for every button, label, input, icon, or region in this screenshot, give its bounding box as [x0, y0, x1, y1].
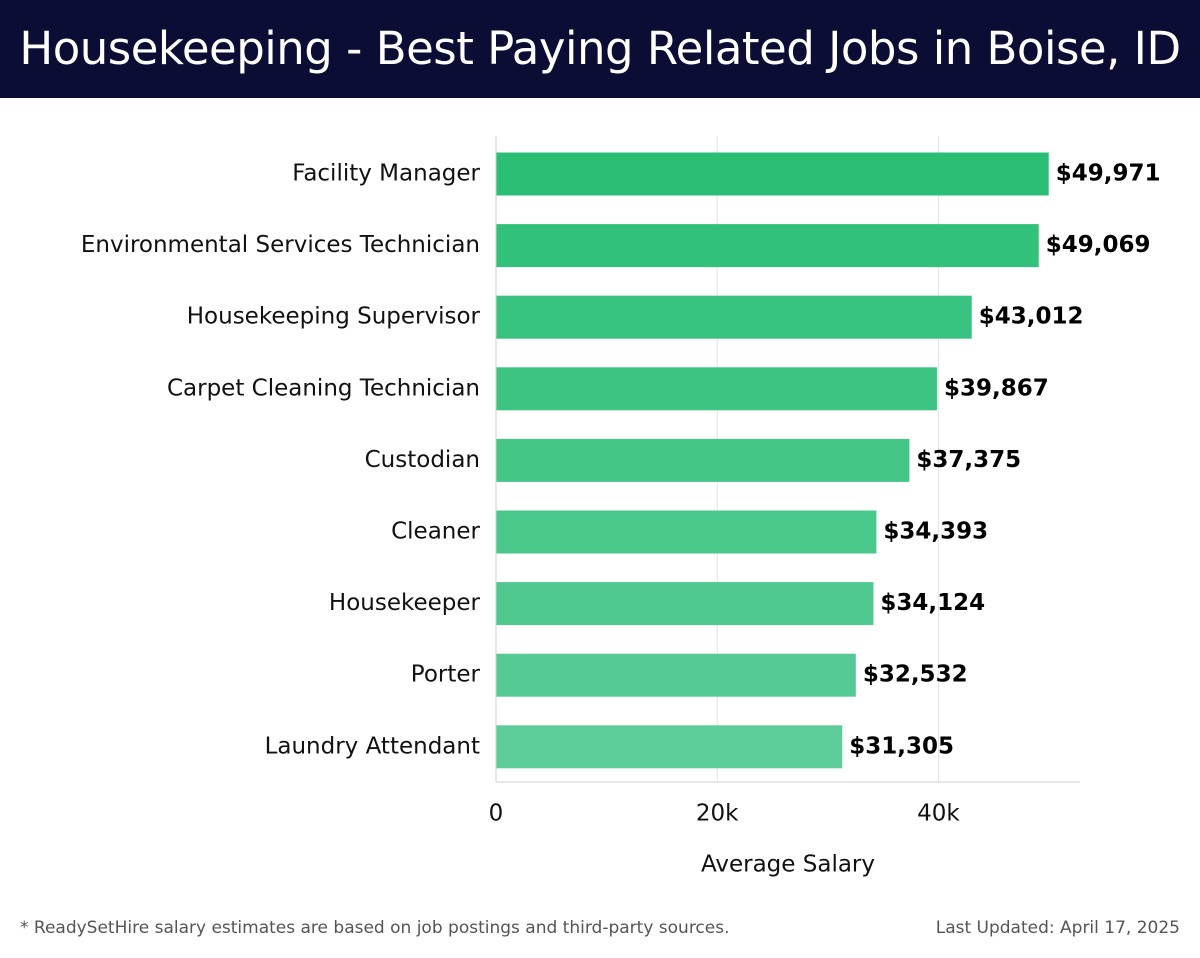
footnote: * ReadySetHire salary estimates are base…	[20, 918, 730, 938]
bar	[496, 295, 972, 339]
x-axis-label: Average Salary	[701, 852, 875, 878]
title-banner: Housekeeping - Best Paying Related Jobs …	[0, 0, 1200, 98]
category-label: Carpet Cleaning Technician	[167, 375, 480, 401]
category-label: Housekeeping Supervisor	[187, 304, 481, 330]
bar	[496, 367, 937, 411]
value-label: $32,532	[863, 662, 968, 688]
value-label: $31,305	[849, 733, 954, 759]
value-label: $49,069	[1046, 232, 1151, 258]
bar	[496, 653, 856, 697]
value-label: $39,867	[944, 375, 1049, 401]
labels: Facility Manager $49,971 Environmental Ser…	[81, 161, 1161, 878]
category-label: Porter	[411, 662, 481, 688]
bar	[496, 152, 1049, 196]
chart-title: Housekeeping - Best Paying Related Jobs …	[19, 22, 1181, 75]
bar	[496, 438, 910, 482]
value-label: $34,124	[880, 590, 985, 616]
x-tick-label: 20k	[696, 801, 739, 827]
x-tick-label: 40k	[917, 801, 960, 827]
category-label: Custodian	[365, 447, 480, 473]
bar	[496, 224, 1039, 268]
category-label: Facility Manager	[292, 161, 480, 187]
bar	[496, 725, 843, 769]
bar	[496, 510, 877, 554]
bars	[496, 152, 1049, 769]
value-label: $34,393	[883, 519, 988, 545]
x-tick-label: 0	[489, 801, 504, 827]
value-label: $43,012	[979, 304, 1084, 330]
value-label: $49,971	[1056, 161, 1161, 187]
category-label: Environmental Services Technician	[81, 232, 480, 258]
bar	[496, 582, 874, 626]
value-label: $37,375	[916, 447, 1021, 473]
axes	[495, 136, 1080, 783]
bar-chart: Facility Manager $49,971 Environmental Ser…	[81, 136, 1161, 878]
category-label: Cleaner	[391, 519, 480, 545]
category-label: Laundry Attendant	[265, 733, 480, 759]
last-updated: Last Updated: April 17, 2025	[935, 918, 1180, 938]
category-label: Housekeeper	[329, 590, 481, 616]
